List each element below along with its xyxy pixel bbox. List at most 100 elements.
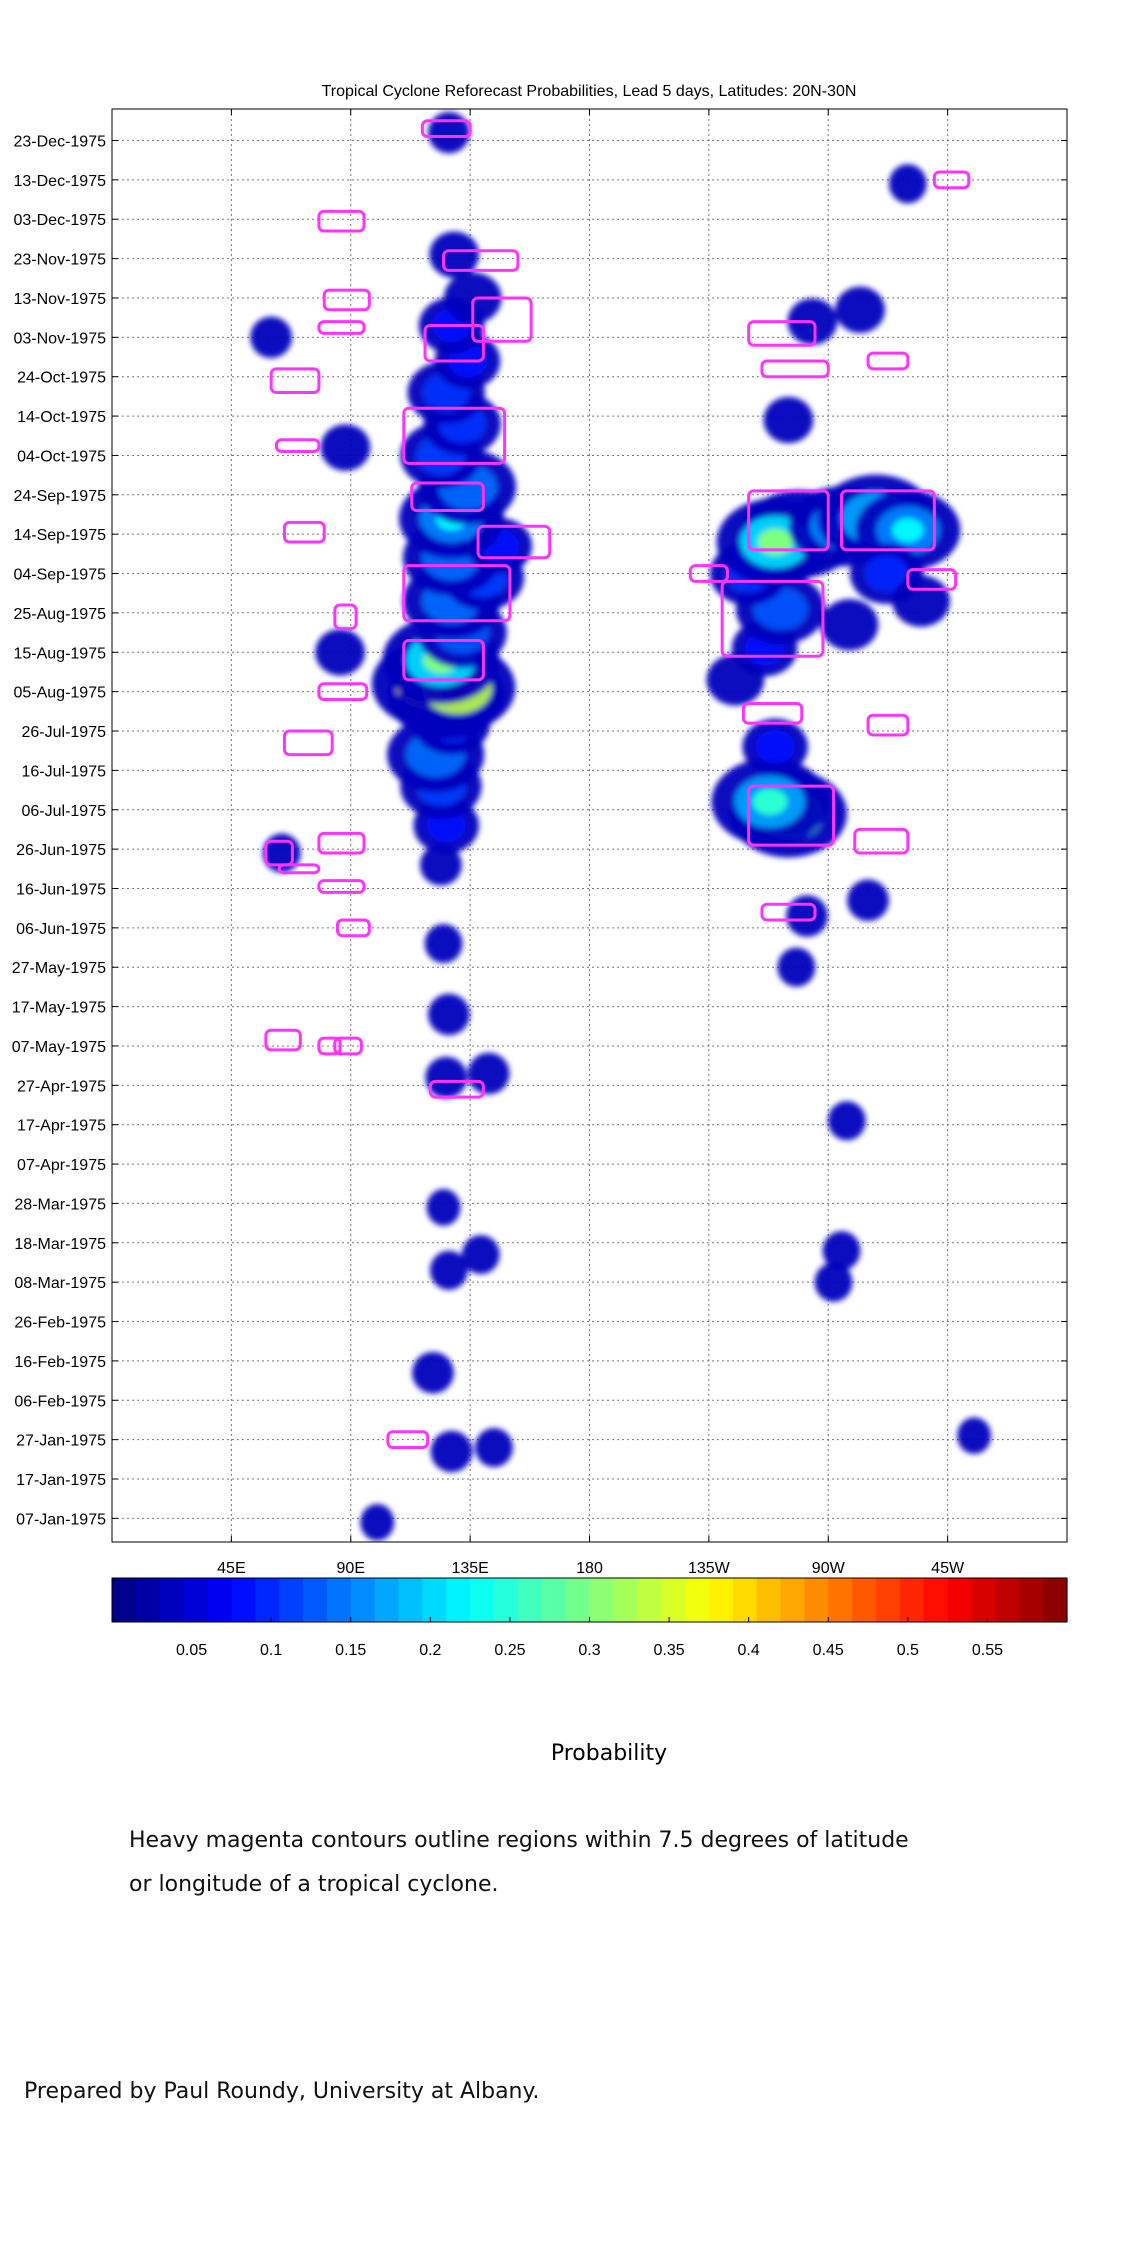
y-tick-label: 16-Feb-1975 — [14, 1354, 106, 1371]
probability-blob — [827, 1101, 866, 1141]
y-tick-label: 28-Mar-1975 — [14, 1196, 106, 1213]
y-tick-label: 07-Jan-1975 — [16, 1511, 106, 1528]
colorbar-segment — [732, 1578, 758, 1622]
colorbar-segment — [565, 1578, 591, 1622]
y-tick-label: 17-Jan-1975 — [16, 1472, 106, 1489]
probability-blob — [424, 924, 463, 964]
x-tick-label: 135E — [451, 1560, 488, 1577]
probability-blob — [315, 629, 365, 676]
colorbar-tick-label: 0.5 — [897, 1642, 919, 1659]
probability-blob — [847, 879, 889, 922]
probability-blob — [428, 111, 470, 154]
y-tick-label: 26-Jun-1975 — [16, 842, 106, 859]
tc-contour — [386, 1430, 430, 1450]
probability-blob — [892, 575, 950, 627]
probability-blob — [820, 599, 879, 651]
probability-blob — [888, 164, 927, 204]
colorbar-segment — [231, 1578, 256, 1622]
tc-contour — [760, 902, 817, 922]
y-tick-label: 23-Dec-1975 — [14, 133, 107, 150]
y-tick-label: 16-Jul-1975 — [22, 763, 107, 780]
credit-text: Prepared by Paul Roundy, University at A… — [24, 2079, 540, 2104]
colorbar-segment — [255, 1578, 280, 1622]
tc-contour — [317, 1036, 342, 1056]
colorbar-segment — [899, 1578, 925, 1622]
tc-contour — [264, 1028, 302, 1052]
colorbar-segment — [541, 1578, 567, 1622]
colorbar-segment — [780, 1578, 805, 1622]
tc-contour — [747, 320, 817, 347]
y-tick-label: 06-Feb-1975 — [14, 1393, 106, 1410]
y-tick-label: 24-Sep-1975 — [13, 488, 106, 505]
probability-blob — [814, 1262, 853, 1302]
colorbar-segment — [852, 1578, 877, 1622]
colorbar-segment — [470, 1578, 495, 1622]
probability-blob — [777, 947, 816, 987]
colorbar-segment — [398, 1578, 423, 1622]
tc-contour — [688, 564, 729, 583]
tc-contour — [317, 209, 366, 233]
probability-blob — [360, 1503, 395, 1541]
y-axis-ticks: 07-Jan-1975 17-Jan-1975 27-Jan-1975 06-Feb-… — [12, 133, 1067, 1528]
probability-field — [250, 111, 992, 1541]
colorbar-segment — [207, 1578, 232, 1622]
probability-core — [752, 788, 788, 816]
colorbar-segment — [1043, 1578, 1068, 1622]
tc-contour — [747, 489, 830, 552]
y-tick-label: 06-Jul-1975 — [22, 803, 107, 820]
colorbar-segment — [1019, 1578, 1044, 1622]
y-tick-label: 27-Apr-1975 — [17, 1078, 106, 1095]
colorbar-segment — [422, 1578, 447, 1622]
colorbar-segment — [446, 1578, 471, 1622]
colorbar-segment — [135, 1578, 161, 1622]
probability-blob — [763, 396, 814, 444]
colorbar-segment — [303, 1578, 328, 1622]
tc-contour — [932, 170, 971, 190]
y-tick-label: 15-Aug-1975 — [13, 645, 106, 662]
tc-contour — [402, 564, 512, 623]
colorbar-segment — [613, 1578, 638, 1622]
tc-contour — [410, 481, 485, 513]
tc-contour — [866, 351, 910, 371]
probability-blob — [467, 1052, 510, 1095]
y-tick-label: 27-May-1975 — [12, 960, 106, 977]
y-tick-label: 06-Jun-1975 — [16, 921, 106, 938]
tc-contour — [317, 879, 366, 894]
tc-contour — [428, 1079, 485, 1099]
y-tick-label: 04-Sep-1975 — [13, 567, 106, 584]
colorbar-tick-label: 0.3 — [578, 1642, 600, 1659]
probability-blob — [428, 993, 470, 1036]
x-tick-label: 180 — [576, 1560, 603, 1577]
colorbar-segment — [947, 1578, 973, 1622]
probability-core — [892, 518, 924, 543]
y-tick-label: 24-Oct-1975 — [17, 370, 106, 387]
colorbar-segment — [804, 1578, 829, 1622]
colorbar-tick-label: 0.35 — [654, 1642, 685, 1659]
y-tick-label: 08-Mar-1975 — [14, 1275, 106, 1292]
colorbar-segment — [828, 1578, 853, 1622]
y-tick-label: 03-Nov-1975 — [14, 330, 107, 347]
probability-blob — [957, 1417, 992, 1455]
colorbar-segment — [159, 1578, 185, 1622]
caption-line-2: or longitude of a tropical cyclone. — [129, 1872, 499, 1897]
probability-blob — [412, 1351, 454, 1394]
tc-contour — [317, 682, 369, 702]
colorbar: 0.05 0.1 0.15 0.2 0.25 0.3 0.35 0.4 0.45 0.5 0.55 — [111, 1577, 1068, 1659]
tc-contour — [264, 839, 294, 867]
probability-blob — [786, 895, 828, 937]
colorbar-segment — [661, 1578, 686, 1622]
tc-contour — [269, 367, 321, 394]
tc-contour — [282, 729, 334, 757]
colorbar-tick-label: 0.1 — [260, 1642, 282, 1659]
x-tick-label: 90E — [337, 1560, 365, 1577]
x-tick-label: 45W — [931, 1560, 965, 1577]
probability-blob — [429, 231, 480, 278]
probability-blob — [443, 272, 502, 324]
colorbar-segment — [995, 1578, 1020, 1622]
probability-blob — [420, 844, 462, 886]
tc-contour — [333, 603, 358, 631]
x-tick-label: 135W — [688, 1560, 731, 1577]
colorbar-segment — [756, 1578, 782, 1622]
y-tick-label: 16-Jun-1975 — [16, 881, 106, 898]
tc-contour — [720, 579, 825, 658]
